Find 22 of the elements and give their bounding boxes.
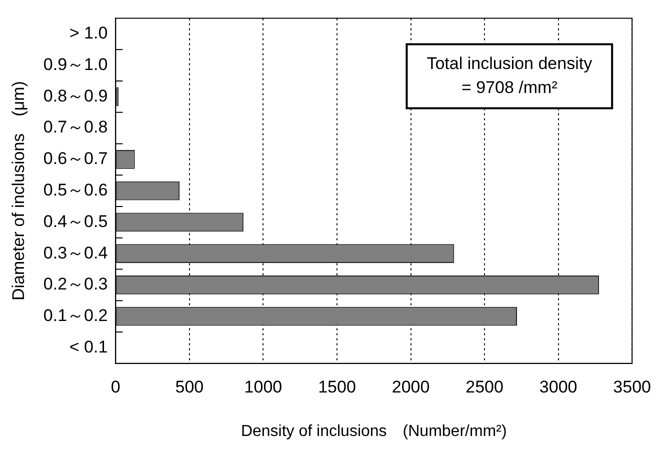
y-tick-label: > 1.0 — [69, 24, 108, 43]
x-tick-label: 3500 — [613, 377, 652, 396]
x-tick-label: 1500 — [318, 377, 356, 396]
x-tick-label: 0 — [110, 377, 120, 396]
y-axis-title: Diameter of inclusions (μm) — [8, 81, 28, 301]
y-tick-label: 0.7～0.8 — [43, 118, 108, 137]
x-tick-label: 2500 — [466, 377, 504, 396]
y-tick-label: 0.5～0.6 — [43, 180, 108, 200]
y-tick-label: 0.3～0.4 — [43, 243, 108, 262]
x-axis-title: Density of inclusions (Number/mm²) — [240, 422, 507, 440]
y-tick-label: 0.1～0.2 — [43, 306, 108, 326]
annotation: Total inclusion density = 9708 /mm² — [426, 54, 593, 97]
y-tick-label: 0.2～0.3 — [43, 274, 108, 294]
x-tick-label: 1000 — [244, 377, 282, 396]
y-tick-label: 0.9～1.0 — [43, 54, 108, 74]
y-tick-label: 0.8～0.9 — [43, 86, 108, 106]
x-tick-label: 2000 — [392, 377, 430, 396]
y-tick-label: 0.6～0.7 — [43, 149, 108, 168]
x-tick-label: 3000 — [539, 377, 578, 396]
x-tick-label: 500 — [175, 377, 204, 396]
y-tick-label: 0.4～0.5 — [43, 212, 108, 231]
y-tick-label: < 0.1 — [69, 337, 108, 356]
